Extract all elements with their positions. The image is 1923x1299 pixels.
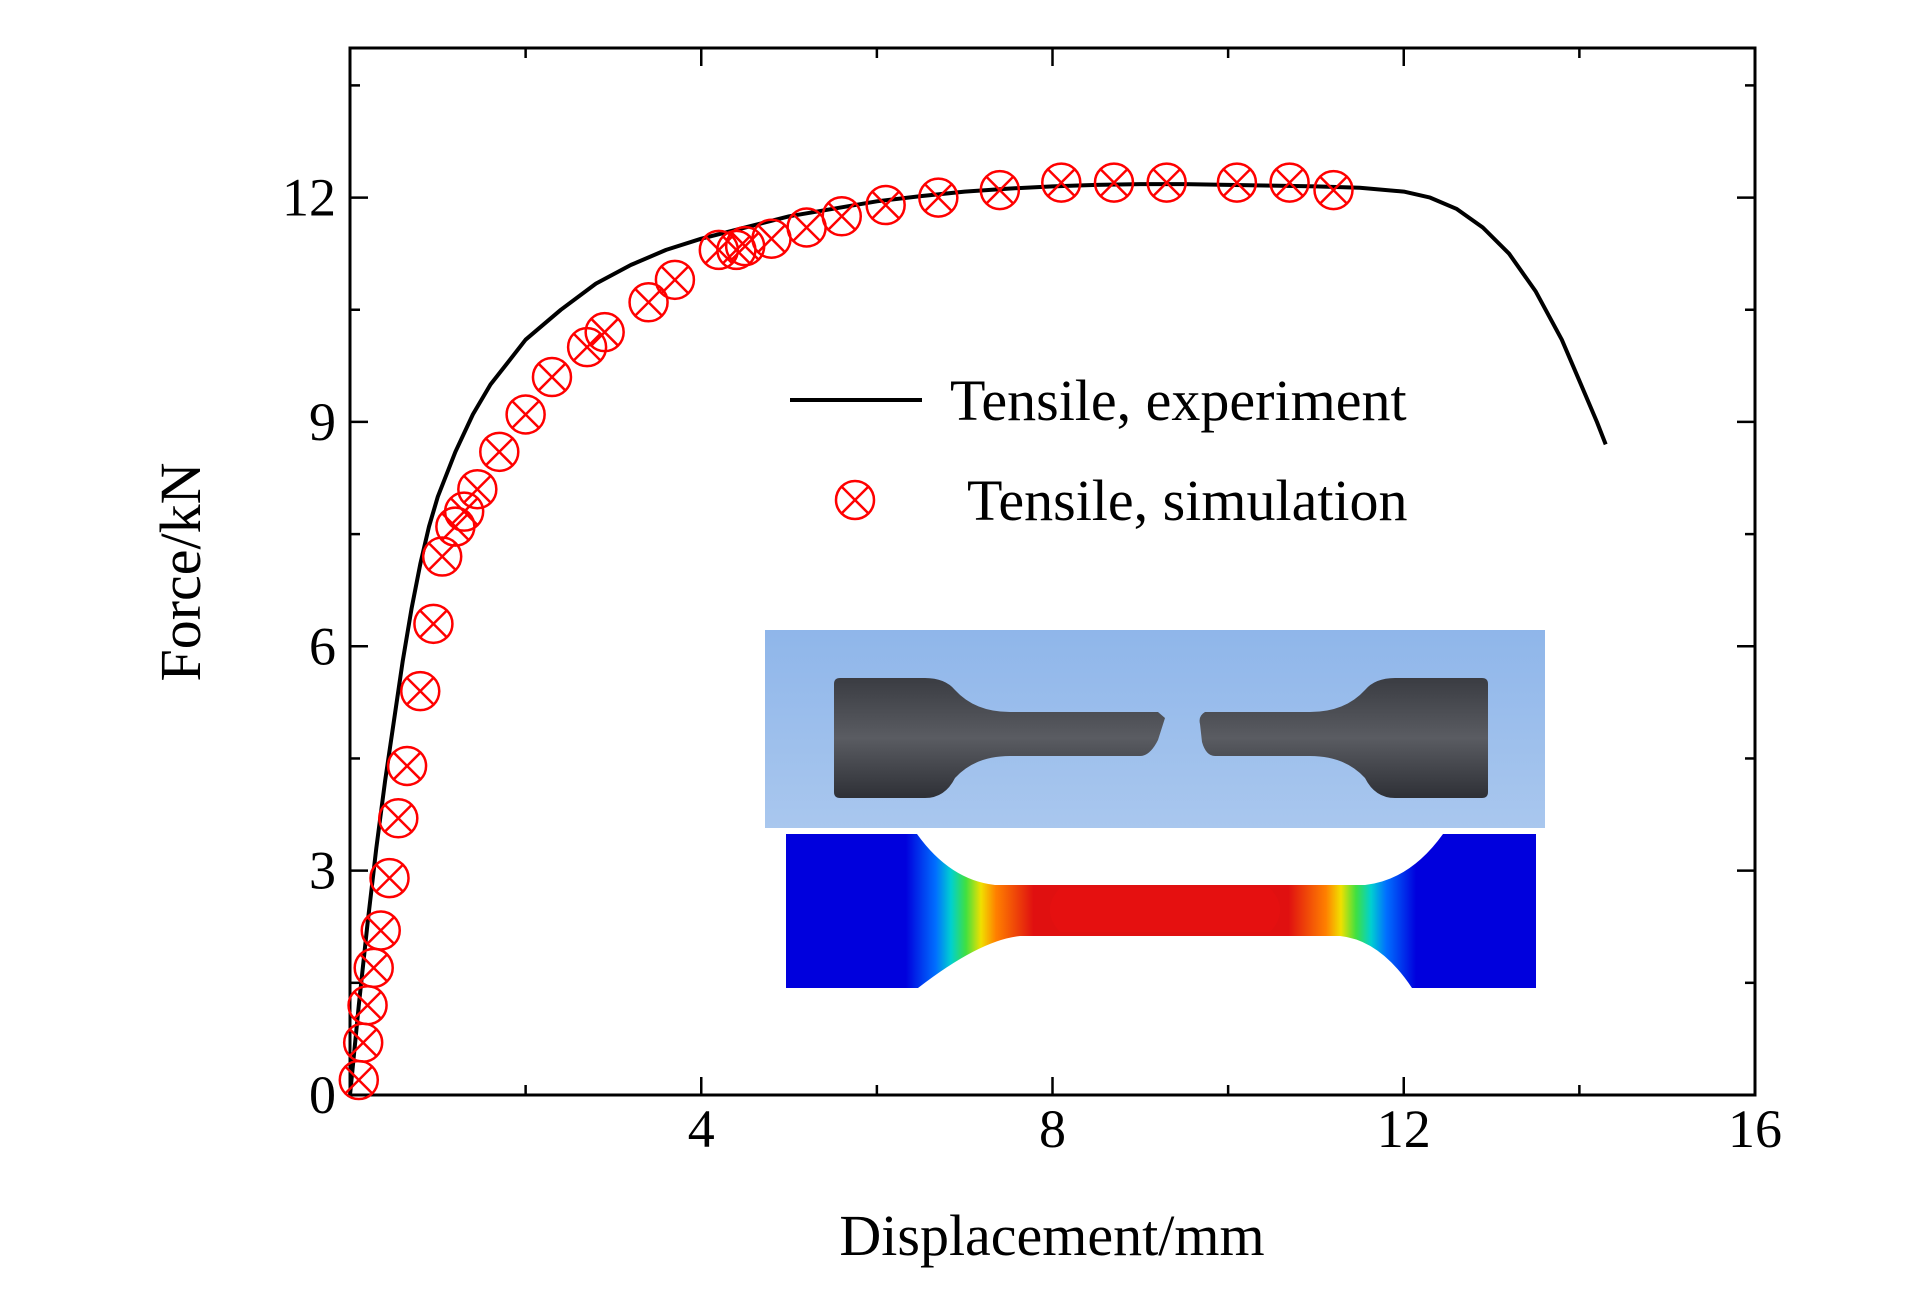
simulation-contour-inset xyxy=(786,834,1536,988)
legend-label-experiment: Tensile, experiment xyxy=(950,368,1407,433)
experiment-curve xyxy=(348,182,1608,1096)
simulation-marker xyxy=(435,506,476,547)
simulation-marker xyxy=(386,745,428,787)
simulation-marker xyxy=(1041,162,1082,203)
simulation-marker xyxy=(342,1022,384,1063)
x-tick-label: 8 xyxy=(1039,1099,1066,1159)
y-tick-label: 0 xyxy=(309,1065,336,1125)
simulation-marker xyxy=(1269,162,1310,203)
legend: Tensile, experiment Tensile, simulation xyxy=(790,368,1408,533)
simulation-marker xyxy=(654,259,696,301)
specimen-photo-inset xyxy=(765,630,1545,828)
plot-frame xyxy=(348,46,1757,1097)
simulation-marker xyxy=(865,184,906,226)
y-tick-label: 9 xyxy=(309,392,336,452)
x-tick-label: 16 xyxy=(1728,1099,1782,1159)
simulation-marker xyxy=(751,218,792,259)
simulation-marker xyxy=(378,798,419,839)
simulation-marker xyxy=(1146,162,1187,203)
simulation-marker xyxy=(369,857,410,899)
simulation-marker xyxy=(918,177,959,218)
x-tick-label: 12 xyxy=(1377,1099,1431,1159)
legend-label-simulation: Tensile, simulation xyxy=(967,468,1408,533)
simulation-marker xyxy=(457,468,498,510)
simulation-marker xyxy=(821,196,862,237)
simulation-marker xyxy=(413,603,454,645)
simulation-marker xyxy=(360,910,401,951)
simulation-marker xyxy=(1313,169,1354,211)
x-axis-title: Displacement/mm xyxy=(839,1203,1264,1268)
simulation-marker xyxy=(566,326,608,368)
simulation-marker xyxy=(531,356,573,398)
simulation-marker xyxy=(628,282,669,323)
simulation-marker xyxy=(584,311,625,353)
simulation-necking-zone xyxy=(1050,888,1280,932)
y-tick-label: 6 xyxy=(309,616,336,676)
axis-tick-labels: 4 8 12 16 0 3 6 9 12 xyxy=(282,168,1782,1159)
simulation-marker xyxy=(479,431,520,473)
simulation-marker xyxy=(353,947,394,989)
simulation-marker xyxy=(786,207,827,248)
y-tick-label: 12 xyxy=(282,168,336,228)
y-axis-title: Force/kN xyxy=(148,462,213,681)
simulation-marker xyxy=(443,491,485,532)
axis-ticks xyxy=(348,48,1757,1097)
simulation-marker xyxy=(421,536,463,577)
simulation-marker xyxy=(1216,162,1258,203)
specimen-right-half xyxy=(1199,678,1488,798)
simulation-marker xyxy=(347,985,388,1026)
simulation-marker xyxy=(400,670,441,712)
simulation-marker xyxy=(698,229,740,271)
series-layer xyxy=(338,162,1608,1101)
simulation-marker xyxy=(505,394,546,435)
legend-marker-swatch xyxy=(834,479,876,521)
simulation-marker xyxy=(979,169,1021,211)
x-tick-label: 4 xyxy=(688,1099,715,1159)
simulation-marker xyxy=(338,1059,380,1101)
specimen-left-half xyxy=(834,678,1165,798)
simulation-marker xyxy=(1093,162,1135,203)
y-tick-label: 3 xyxy=(309,841,336,901)
